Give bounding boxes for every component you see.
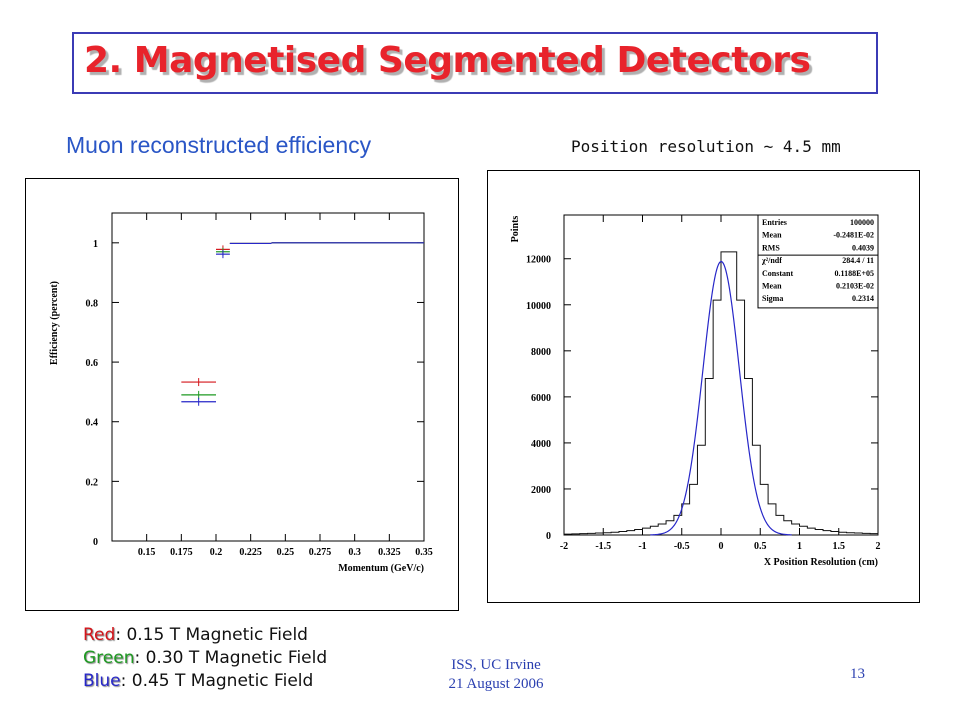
y-tick-label: 6000	[531, 393, 551, 404]
legend-row-red: Red: 0.15 T Magnetic Field	[83, 624, 327, 647]
x-tick-label: 1	[797, 541, 802, 552]
stats-label: Constant	[762, 269, 793, 278]
x-tick-label: 0.275	[309, 547, 332, 558]
x-tick-label: 0.5	[754, 541, 767, 552]
x-axis-label: Momentum (GeV/c)	[338, 563, 424, 574]
x-tick-label: 0.325	[378, 547, 401, 558]
x-tick-label: -2	[560, 541, 568, 552]
x-tick-label: 0.3	[348, 547, 361, 558]
title-box: 2. Magnetised Segmented Detectors	[72, 32, 878, 94]
stats-value: 0.2103E-02	[836, 282, 874, 291]
x-axis-label: X Position Resolution (cm)	[764, 557, 878, 568]
resolution-caption: Position resolution ~ 4.5 mm	[571, 137, 841, 156]
efficiency-caption: Muon reconstructed efficiency	[66, 132, 372, 158]
legend-row-blue: Blue: 0.45 T Magnetic Field	[83, 670, 327, 693]
y-axis-label: Efficiency (percent)	[49, 281, 60, 365]
resolution-chart-panel: 0 2000 4000 6000 8000 10000 12000 -2 -1.5 -1 -0.5 0…	[487, 170, 920, 603]
x-tick-label: 1.5	[833, 541, 846, 552]
x-tick-label: 0.25	[277, 547, 295, 558]
stats-value: 0.4039	[852, 243, 874, 252]
footer-line-date: 21 August 2006	[448, 676, 544, 692]
legend-row-green: Green: 0.30 T Magnetic Field	[83, 647, 327, 670]
x-tick-label: 0	[719, 541, 724, 552]
x-tick-label: -1	[638, 541, 646, 552]
stats-value: 0.1188E+05	[835, 269, 874, 278]
stats-value: 284.4 / 11	[842, 256, 874, 265]
y-tick-label: 0.6	[86, 358, 99, 369]
footer-venue: ISS, UC Irvine 21 August 2006	[436, 656, 556, 694]
stats-label: Mean	[762, 231, 782, 240]
efficiency-chart-panel: 0 0.2 0.4 0.6 0.8 1 0.15 0.175 0.2 0.225 0.25 0.275…	[25, 178, 459, 611]
field-legend: Red: 0.15 T Magnetic Field Green: 0.30 T…	[83, 624, 327, 693]
y-tick-label: 10000	[526, 301, 551, 312]
y-tick-label: 2000	[531, 485, 551, 496]
stats-label: χ²/ndf	[761, 256, 782, 265]
legend-text-green: : 0.30 T Magnetic Field	[134, 648, 328, 668]
x-tick-label: -0.5	[674, 541, 690, 552]
slide-title: 2. Magnetised Segmented Detectors	[84, 40, 811, 81]
stats-value: -0.2481E-02	[833, 231, 874, 240]
legend-key-blue: Blue	[83, 671, 121, 691]
stats-label: Entries	[762, 218, 787, 227]
stats-label: RMS	[762, 243, 780, 252]
legend-text-blue: : 0.45 T Magnetic Field	[120, 671, 314, 691]
y-tick-label: 0	[93, 537, 98, 548]
x-tick-label: 0.175	[170, 547, 193, 558]
stats-value: 100000	[850, 218, 874, 227]
y-tick-label: 12000	[526, 255, 551, 266]
x-tick-label: 2	[876, 541, 881, 552]
legend-key-green: Green	[83, 648, 135, 668]
x-tick-label: 0.15	[138, 547, 156, 558]
stats-label: Mean	[762, 282, 782, 291]
y-tick-label: 0.8	[86, 298, 99, 309]
page-number: 13	[850, 666, 865, 682]
x-tick-label: -1.5	[595, 541, 611, 552]
y-tick-label: 0	[546, 531, 551, 542]
y-tick-label: 0.4	[86, 418, 99, 429]
stats-label: Sigma	[762, 294, 783, 303]
y-tick-label: 0.2	[86, 477, 99, 488]
plot-frame	[111, 212, 425, 542]
legend-text-red: : 0.15 T Magnetic Field	[115, 625, 308, 645]
y-tick-label: 4000	[531, 439, 551, 450]
legend-key-red: Red	[83, 625, 116, 645]
stats-box-frame	[757, 214, 879, 309]
stats-box: Entries 100000 Mean -0.2481E-02 RMS 0.4039 χ²/…	[757, 214, 879, 309]
y-tick-label: 1	[93, 239, 98, 250]
histogram-bars	[563, 251, 879, 535]
gaussian-fit-curve	[650, 260, 792, 536]
footer-line-venue: ISS, UC Irvine	[451, 657, 541, 673]
resolution-histogram: 0 2000 4000 6000 8000 10000 12000 -2 -1.5 -1 -0.5 0…	[510, 214, 881, 568]
x-tick-label: 0.2	[210, 547, 223, 558]
x-tick-label: 0.225	[239, 547, 262, 558]
stats-value: 0.2314	[852, 294, 874, 303]
y-tick-label: 8000	[531, 347, 551, 358]
y-axis-label: Points	[510, 216, 521, 243]
x-tick-label: 0.35	[415, 547, 433, 558]
efficiency-chart: 0 0.2 0.4 0.6 0.8 1 0.15 0.175 0.2 0.225 0.25 0.275…	[49, 212, 433, 574]
